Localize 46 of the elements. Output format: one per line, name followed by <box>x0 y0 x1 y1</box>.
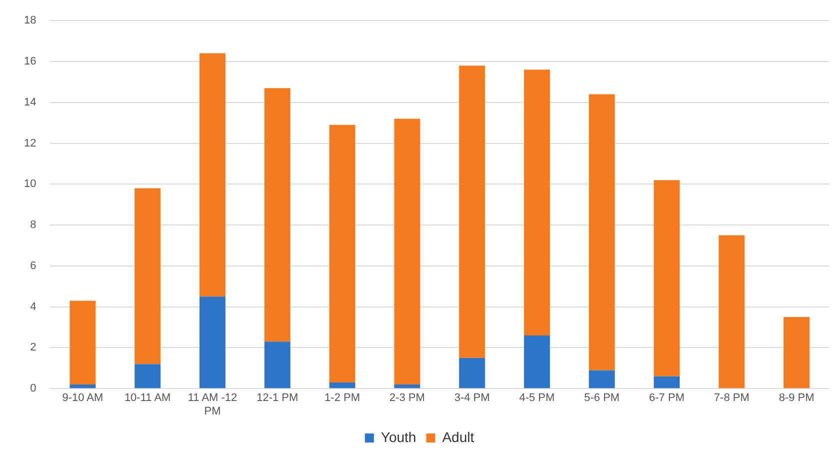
x-tick-label: 4-5 PM <box>519 392 555 404</box>
bar <box>459 66 486 358</box>
bar <box>329 124 356 382</box>
bar <box>329 382 356 388</box>
x-tick-label: 6-7 PM <box>649 392 684 404</box>
bar <box>654 180 680 376</box>
bar <box>134 188 161 364</box>
y-tick-label: 12 <box>24 137 36 150</box>
y-tick-label: 10 <box>24 178 36 190</box>
x-tick-label: 10-11 AM <box>124 392 171 404</box>
bar <box>70 384 96 388</box>
y-tick-label: 14 <box>24 96 36 108</box>
x-tick-label: 12-1 PM <box>256 392 298 404</box>
bar <box>264 88 290 342</box>
bar <box>784 317 810 388</box>
x-tick-label: 5-6 PM <box>584 392 620 404</box>
bar <box>200 53 226 297</box>
bar <box>524 70 550 336</box>
legend-label: Youth <box>380 428 416 445</box>
bar <box>654 376 680 388</box>
x-tick-label: 8-9 PM <box>778 392 814 404</box>
x-tick-label: 1-2 PM <box>324 392 360 404</box>
bar <box>70 300 96 385</box>
bar <box>524 335 550 388</box>
x-tick-label: 7-8 PM <box>714 392 750 404</box>
bar <box>200 296 226 388</box>
y-tick-label: 18 <box>24 14 36 27</box>
legend-label: Adult <box>442 428 474 445</box>
bar <box>459 358 486 388</box>
bar <box>264 342 290 388</box>
y-tick-label: 16 <box>24 56 36 68</box>
x-tick-label: 11 AM -12 PM <box>188 392 238 418</box>
y-tick-label: 0 <box>30 382 36 395</box>
y-tick-label: 8 <box>30 219 36 232</box>
bar <box>588 370 615 388</box>
bar <box>134 364 161 388</box>
x-tick-label: 3-4 PM <box>454 392 490 404</box>
y-tick-label: 6 <box>30 260 36 272</box>
x-tick-label: 2-3 PM <box>389 392 425 404</box>
bar <box>394 118 420 385</box>
bar <box>718 235 745 388</box>
x-tick-label: 9-10 AM <box>62 392 104 404</box>
bar <box>588 94 615 370</box>
bar <box>394 384 420 388</box>
y-tick-label: 4 <box>30 300 36 313</box>
y-tick-label: 2 <box>30 342 36 354</box>
